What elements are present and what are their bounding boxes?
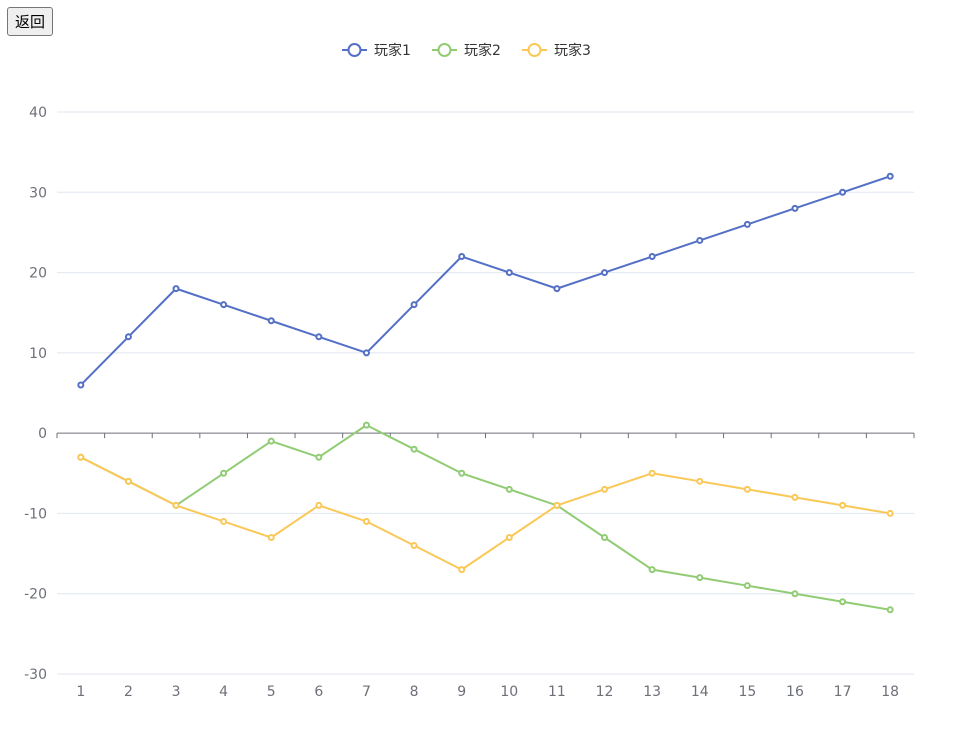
data-point[interactable] xyxy=(220,517,228,525)
series-2 xyxy=(77,421,894,614)
x-tick-label: 18 xyxy=(881,684,899,700)
data-point[interactable] xyxy=(410,445,418,453)
data-point[interactable] xyxy=(220,469,228,477)
data-point[interactable] xyxy=(315,333,323,341)
x-tick-label: 14 xyxy=(691,684,709,700)
data-point[interactable] xyxy=(648,566,656,574)
data-point[interactable] xyxy=(362,517,370,525)
data-point[interactable] xyxy=(601,269,609,277)
x-tick-label: 17 xyxy=(834,684,852,700)
data-point[interactable] xyxy=(172,501,180,509)
x-tick-label: 8 xyxy=(410,684,419,700)
legend-circle-icon xyxy=(437,43,452,57)
x-tick-label: 13 xyxy=(643,684,661,700)
legend-item[interactable]: 玩家3 xyxy=(522,42,591,59)
data-point[interactable] xyxy=(458,253,466,261)
data-point[interactable] xyxy=(791,590,799,598)
data-point[interactable] xyxy=(505,485,513,493)
data-point[interactable] xyxy=(267,437,275,445)
y-tick-label: -10 xyxy=(24,506,47,522)
series-layer xyxy=(77,172,894,614)
data-point[interactable] xyxy=(553,285,561,293)
x-tick-label: 11 xyxy=(548,684,566,700)
legend-item[interactable]: 玩家1 xyxy=(342,42,411,59)
x-tick-label: 6 xyxy=(314,684,323,700)
data-point[interactable] xyxy=(839,188,847,196)
data-point[interactable] xyxy=(458,566,466,574)
x-tick-label: 2 xyxy=(124,684,133,700)
data-point[interactable] xyxy=(410,301,418,309)
data-point[interactable] xyxy=(648,253,656,261)
data-point[interactable] xyxy=(601,534,609,542)
x-tick-label: 15 xyxy=(738,684,756,700)
legend: 玩家1 玩家2 玩家3 xyxy=(342,42,591,59)
data-point[interactable] xyxy=(839,501,847,509)
y-tick-label: 40 xyxy=(29,105,47,121)
y-tick-label: -30 xyxy=(24,667,47,683)
data-point[interactable] xyxy=(696,574,704,582)
x-tick-label: 3 xyxy=(172,684,181,700)
data-point[interactable] xyxy=(696,477,704,485)
x-tick-label: 7 xyxy=(362,684,371,700)
data-point[interactable] xyxy=(791,204,799,212)
x-tick-label: 4 xyxy=(219,684,228,700)
data-point[interactable] xyxy=(362,421,370,429)
data-point[interactable] xyxy=(743,582,751,590)
series-1 xyxy=(77,172,894,389)
x-tick-label: 9 xyxy=(457,684,466,700)
data-point[interactable] xyxy=(791,493,799,501)
series-line xyxy=(80,456,891,571)
y-tick-label: 20 xyxy=(29,266,47,282)
data-point[interactable] xyxy=(458,469,466,477)
data-point[interactable] xyxy=(77,381,85,389)
data-point[interactable] xyxy=(886,172,894,180)
series-line xyxy=(80,424,891,611)
data-point[interactable] xyxy=(839,598,847,606)
data-point[interactable] xyxy=(743,485,751,493)
series-3 xyxy=(77,453,894,574)
data-point[interactable] xyxy=(77,453,85,461)
data-point[interactable] xyxy=(220,301,228,309)
data-point[interactable] xyxy=(553,501,561,509)
x-tick-label: 16 xyxy=(786,684,804,700)
data-point[interactable] xyxy=(124,477,132,485)
y-tick-label: 10 xyxy=(29,346,47,362)
data-point[interactable] xyxy=(315,501,323,509)
legend-label: 玩家1 xyxy=(374,42,411,59)
data-point[interactable] xyxy=(648,469,656,477)
y-tick-label: 0 xyxy=(38,426,47,442)
data-point[interactable] xyxy=(267,317,275,325)
data-point[interactable] xyxy=(267,534,275,542)
data-point[interactable] xyxy=(886,509,894,517)
data-point[interactable] xyxy=(886,606,894,614)
y-tick-label: -20 xyxy=(24,587,47,603)
x-tick-label: 10 xyxy=(500,684,518,700)
legend-label: 玩家3 xyxy=(554,42,591,59)
data-point[interactable] xyxy=(601,485,609,493)
legend-label: 玩家2 xyxy=(464,42,501,59)
data-point[interactable] xyxy=(362,349,370,357)
y-tick-label: 30 xyxy=(29,185,47,201)
data-point[interactable] xyxy=(696,236,704,244)
data-point[interactable] xyxy=(410,542,418,550)
x-tick-label: 1 xyxy=(76,684,85,700)
data-point[interactable] xyxy=(505,534,513,542)
legend-item[interactable]: 玩家2 xyxy=(432,42,501,59)
data-point[interactable] xyxy=(315,453,323,461)
data-point[interactable] xyxy=(505,269,513,277)
data-point[interactable] xyxy=(172,285,180,293)
grid-lines xyxy=(57,111,914,675)
legend-circle-icon xyxy=(527,43,542,57)
x-tick-label: 5 xyxy=(267,684,276,700)
back-button[interactable]: 返回 xyxy=(7,7,54,36)
series-line xyxy=(80,175,891,386)
data-point[interactable] xyxy=(124,333,132,341)
data-point[interactable] xyxy=(743,220,751,228)
legend-circle-icon xyxy=(347,43,362,57)
x-tick-label: 12 xyxy=(596,684,614,700)
